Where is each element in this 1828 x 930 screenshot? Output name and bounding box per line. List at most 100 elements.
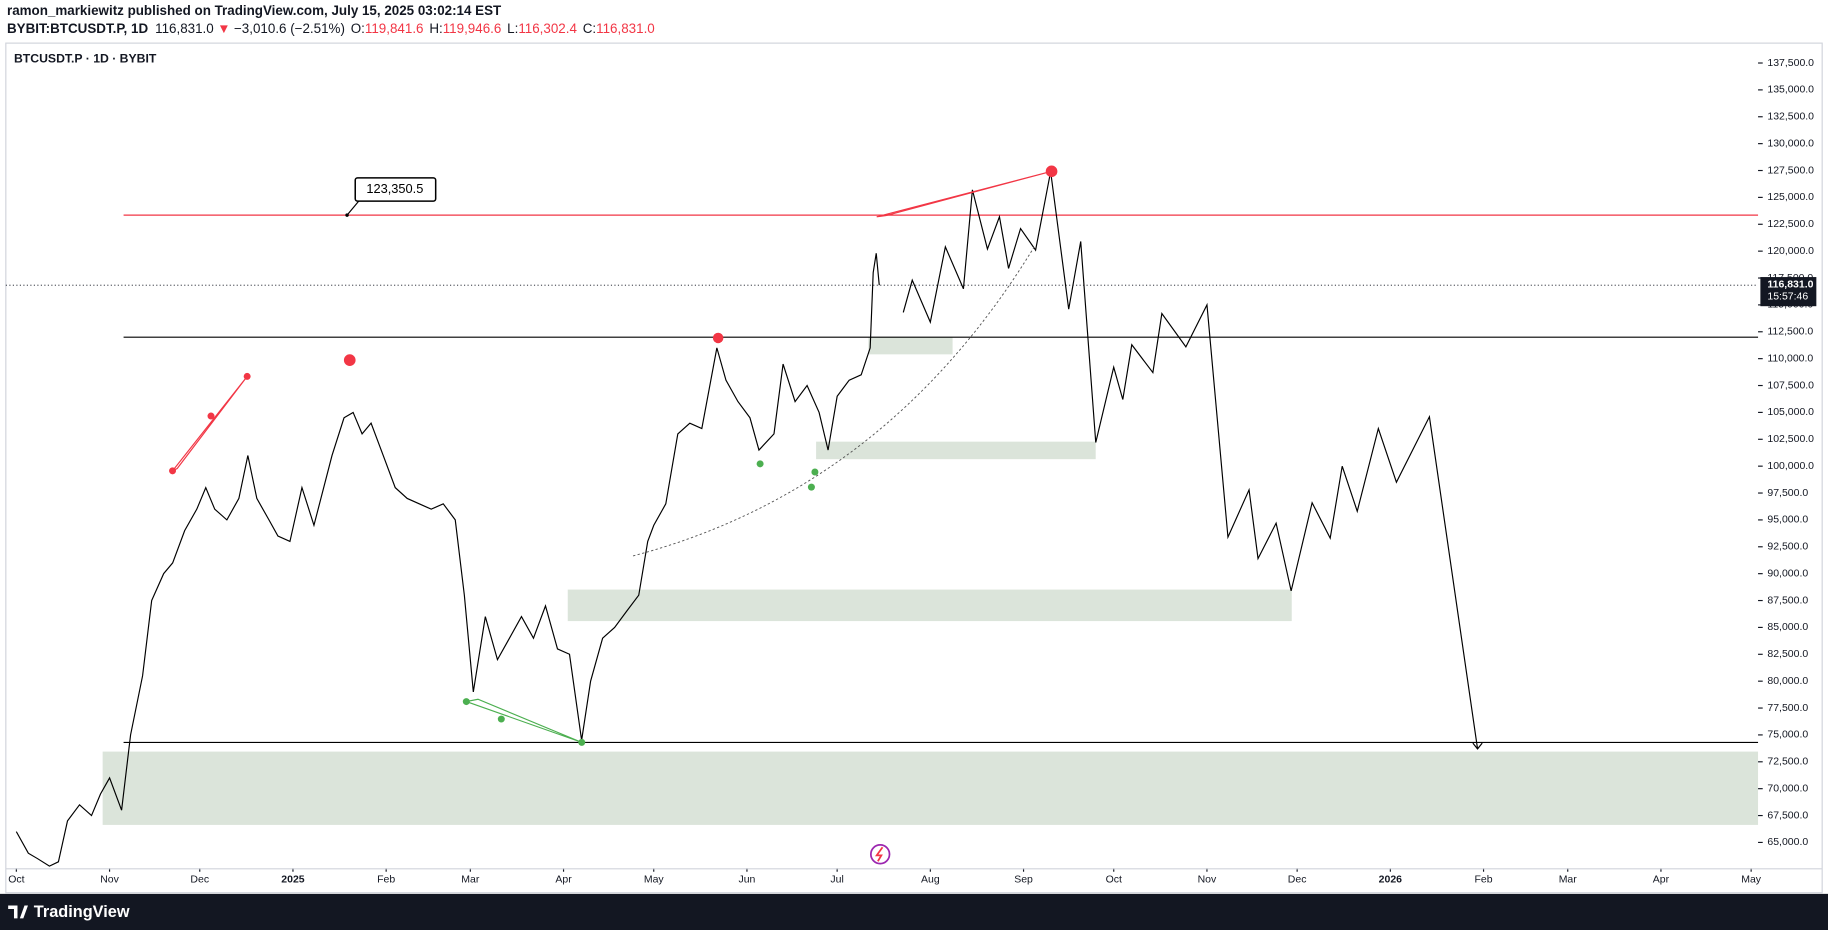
y-tick-label: 110,000.0 xyxy=(1767,353,1813,364)
y-tick-label: 67,500.0 xyxy=(1767,810,1808,821)
ohlc-value: 116,302.4 xyxy=(518,21,577,36)
x-tick-label: 2025 xyxy=(281,875,304,886)
pivot xyxy=(811,468,819,476)
last-price-label: 116,831.0 xyxy=(1767,279,1813,290)
y-tick-label: 127,500.0 xyxy=(1767,165,1814,176)
y-tick-label: 107,500.0 xyxy=(1767,380,1814,391)
zone xyxy=(102,751,1759,825)
chart-frame xyxy=(5,42,1823,894)
pivot xyxy=(807,483,815,491)
chart-title: BTCUSDT.P · 1D · BYBIT xyxy=(14,52,157,66)
ohlc-value: 119,841.6 xyxy=(365,21,424,36)
annotation-box xyxy=(354,177,437,202)
symbol-line: BYBIT:BTCUSDT.P, 1D 116,831.0 ▼ −3,010.6 (−… xyxy=(7,21,655,36)
arrow: ▼ xyxy=(217,21,230,36)
x-tick-label: Jul xyxy=(830,875,843,886)
x-tick-label: Feb xyxy=(1475,875,1493,886)
icon-bolt xyxy=(874,846,884,862)
ohlc-key: H: xyxy=(429,21,442,36)
pivot xyxy=(497,715,505,723)
y-tick-label: 85,000.0 xyxy=(1767,622,1808,633)
dotted-curve xyxy=(632,246,1035,557)
pivot xyxy=(207,412,215,420)
y-tick-label: 102,500.0 xyxy=(1767,434,1814,445)
y-tick-label: 87,500.0 xyxy=(1767,595,1808,606)
wedge xyxy=(876,170,1052,218)
brand: TradingView xyxy=(34,903,130,921)
pivot xyxy=(712,332,724,344)
y-tick-label: 95,000.0 xyxy=(1767,515,1808,526)
y-tick-label: 97,500.0 xyxy=(1767,488,1808,499)
y-tick-label: 122,500.0 xyxy=(1767,219,1814,230)
x-tick-label: Oct xyxy=(1106,875,1122,886)
countdown: 15:57:46 xyxy=(1767,292,1808,303)
x-tick-label: Feb xyxy=(377,875,395,886)
ohlc-value: 119,946.6 xyxy=(443,21,502,36)
green-wedge xyxy=(464,698,582,743)
x-tick-label: May xyxy=(1741,875,1762,886)
pivot xyxy=(462,698,470,706)
x-tick-label: 2026 xyxy=(1379,875,1402,886)
footer xyxy=(0,893,1828,930)
green-pivots xyxy=(462,460,819,746)
arrowhead xyxy=(1472,742,1483,750)
ohlc: O:119,841.6 H:119,946.6 L:116,302.4 C:116,8… xyxy=(351,21,655,36)
pivot xyxy=(578,738,586,746)
zone xyxy=(816,441,1096,460)
x-tick-label: Mar xyxy=(461,875,480,886)
red-pivots xyxy=(169,165,1058,475)
zone xyxy=(567,589,1292,622)
x-tick-label: Nov xyxy=(1198,875,1217,886)
last-price-box xyxy=(1760,277,1817,307)
publisher: ramon_markiewitz published on TradingVie… xyxy=(7,3,502,18)
pivot xyxy=(169,467,177,475)
x-tick-label: Apr xyxy=(1653,875,1670,886)
y-tick-label: 125,000.0 xyxy=(1767,192,1814,203)
y-tick-label: 82,500.0 xyxy=(1767,649,1808,660)
y-tick-label: 132,500.0 xyxy=(1767,112,1814,123)
x-tick-label: Nov xyxy=(100,875,119,886)
price-line xyxy=(15,253,880,867)
y-tick-label: 90,000.0 xyxy=(1767,568,1808,579)
y-tick-label: 75,000.0 xyxy=(1767,730,1808,741)
y-tick-label: 120,000.0 xyxy=(1767,246,1814,257)
pivot xyxy=(1045,165,1058,178)
annotation-pointer xyxy=(346,200,360,216)
y-tick-label: 72,500.0 xyxy=(1767,757,1808,768)
pivot xyxy=(756,460,764,468)
y-tick-label: 70,000.0 xyxy=(1767,783,1808,794)
forecast-line xyxy=(902,171,1479,749)
y-tick-label: 100,000.0 xyxy=(1767,461,1814,472)
ohlc-key: C: xyxy=(583,21,596,36)
x-tick-label: Mar xyxy=(1559,875,1578,886)
plot: 65,000.0 67,500.0 70,000.0 72,500.0 75,000.0… xyxy=(5,58,1823,886)
change: −3,010.6 (−2.51%) xyxy=(234,21,345,36)
y-tick-label: 130,000.0 xyxy=(1767,138,1814,149)
x-tick-label: Sep xyxy=(1014,875,1033,886)
y-tick-label: 65,000.0 xyxy=(1767,837,1808,848)
y-tick-label: 92,500.0 xyxy=(1767,542,1808,553)
y-tick-label: 77,500.0 xyxy=(1767,703,1808,714)
x-tick-label: Dec xyxy=(190,875,209,886)
ohlc-value: 116,831.0 xyxy=(596,21,655,36)
lightning-icon xyxy=(869,844,891,865)
x-tick-label: Aug xyxy=(921,875,940,886)
y-tick-label: 112,500.0 xyxy=(1767,327,1813,338)
logo-mark xyxy=(8,905,28,919)
pivot xyxy=(243,372,251,380)
y-tick-label: 135,000.0 xyxy=(1767,85,1814,96)
symbol: BYBIT:BTCUSDT.P, 1D xyxy=(7,21,148,36)
annotation-label: 123,350.5 xyxy=(366,181,423,196)
y-tick-label: 80,000.0 xyxy=(1767,676,1808,687)
x-tick-label: Apr xyxy=(555,875,572,886)
zone xyxy=(868,337,953,355)
x-tick-label: Oct xyxy=(8,875,24,886)
x-tick-label: Dec xyxy=(1288,875,1307,886)
y-tick-label: 105,000.0 xyxy=(1767,407,1814,418)
price: 116,831.0 xyxy=(155,21,214,36)
x-tick-label: Jun xyxy=(738,875,755,886)
y-tick-label: 137,500.0 xyxy=(1767,58,1814,69)
pivot xyxy=(343,354,356,366)
x-tick-label: May xyxy=(644,875,665,886)
